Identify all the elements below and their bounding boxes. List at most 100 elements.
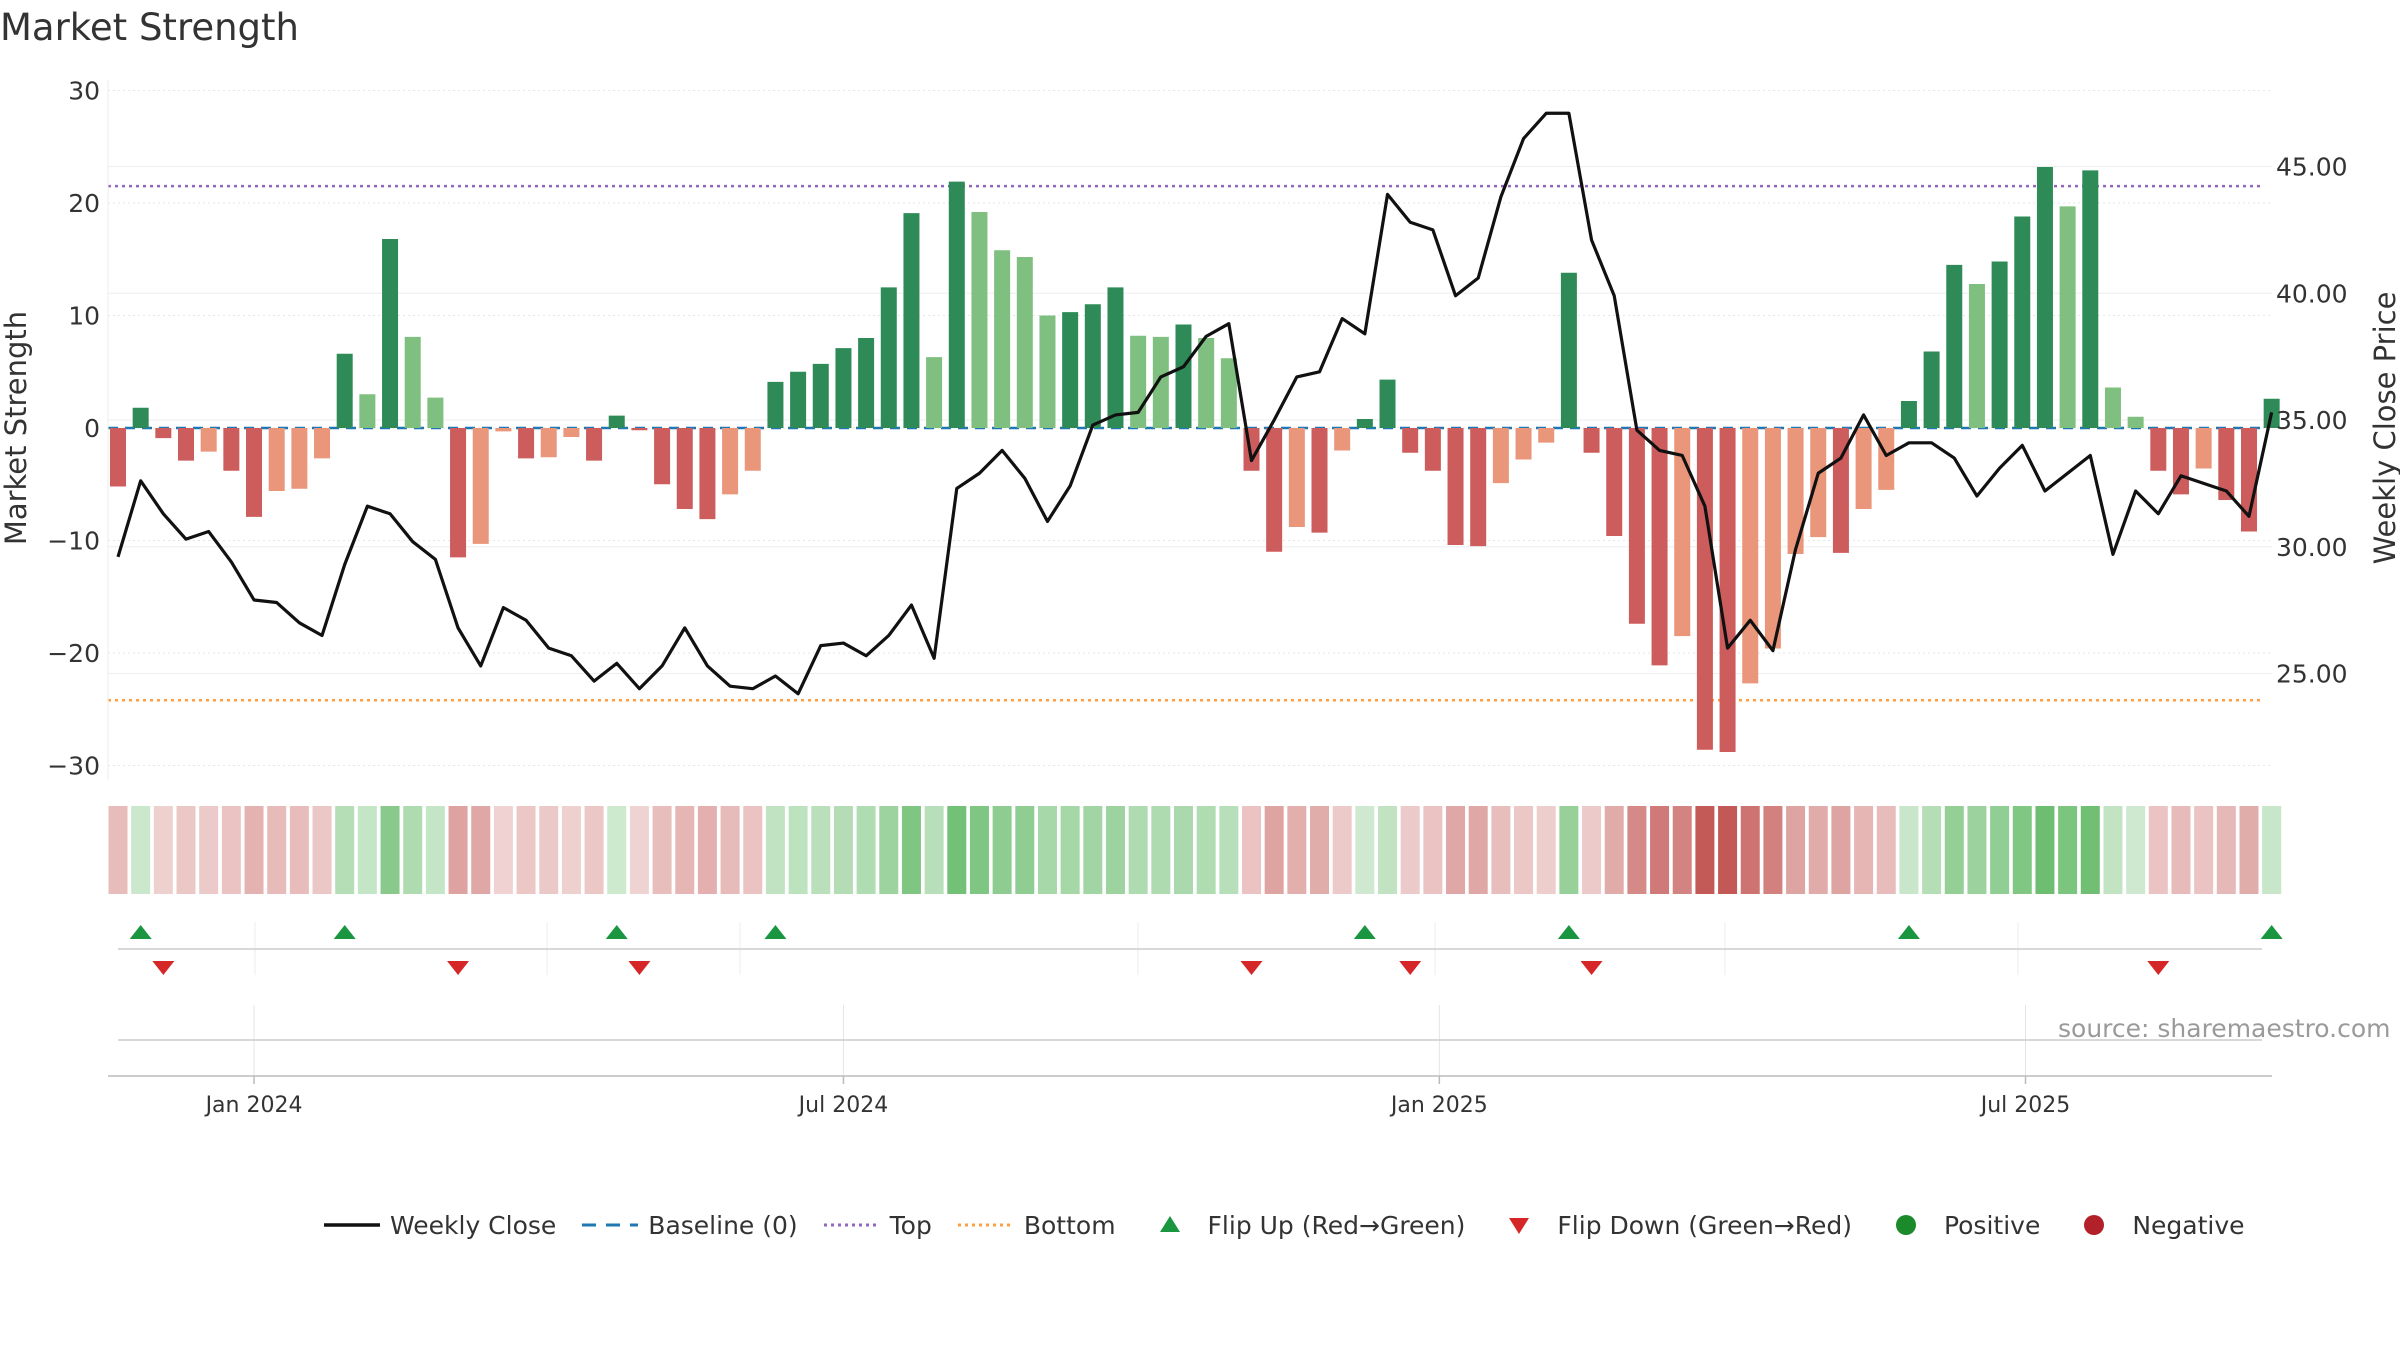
flip-down-marker (1580, 961, 1603, 975)
strength-bar (1606, 428, 1623, 536)
strength-bar (1878, 428, 1895, 490)
x-tick-label: Jan 2024 (204, 1093, 303, 1118)
flip-markers (118, 925, 2283, 975)
legend-symbol-icon (954, 1210, 1018, 1240)
heat-cell (924, 806, 944, 894)
flip-up-marker (1897, 925, 1920, 939)
strength-bar (1696, 428, 1713, 750)
heat-cell (1355, 806, 1375, 894)
strength-bar (676, 428, 693, 509)
flip-up-marker (1557, 925, 1580, 939)
legend-item: Top (820, 1210, 932, 1240)
strength-bar (1946, 264, 1963, 428)
strength-bar (880, 287, 897, 428)
heat-cell (1037, 806, 1057, 894)
strength-bar (1175, 324, 1192, 428)
heat-cell (607, 806, 627, 894)
strength-bar (1628, 428, 1645, 624)
heat-cell (1310, 806, 1330, 894)
x-tick-label: Jul 2025 (1979, 1093, 2071, 1118)
strength-bar (1152, 336, 1169, 428)
heat-cell (1060, 806, 1080, 894)
heat-cell (1468, 806, 1488, 894)
heat-cell (992, 806, 1012, 894)
heat-cell (1332, 806, 1352, 894)
grid-lines (108, 90, 2272, 1075)
legend-label: Top (889, 1210, 932, 1240)
strength-bar (563, 428, 580, 437)
heat-cell (312, 806, 332, 894)
heat-cell (652, 806, 672, 894)
heat-cell (1695, 806, 1715, 894)
strength-bar (2150, 428, 2167, 471)
heat-cell (1105, 806, 1125, 894)
y-tick-label: 10 (68, 302, 100, 331)
flip-up-marker (1353, 925, 1376, 939)
heat-cell (1423, 806, 1443, 894)
legend-item: Flip Up (Red→Green) (1138, 1210, 1465, 1240)
strength-bar (631, 428, 648, 431)
y2-tick-label: 45.00 (2276, 153, 2348, 182)
heat-cell (1944, 806, 1964, 894)
strength-bar (359, 394, 376, 428)
strength-bar (926, 357, 943, 428)
strength-bar (1968, 284, 1985, 428)
strength-bar (2127, 416, 2144, 428)
flip-down-marker (152, 961, 175, 975)
y-tick-label: −30 (47, 752, 100, 781)
heat-cell (1831, 806, 1851, 894)
y-tick-label: 0 (84, 414, 100, 443)
legend-label: Negative (2132, 1210, 2245, 1240)
y-axis-title: Market Strength (0, 311, 33, 545)
y-tick-label: −10 (47, 527, 100, 556)
heat-cell (765, 806, 785, 894)
y2-tick-label: 35.00 (2276, 406, 2348, 435)
strength-bar (699, 428, 716, 520)
heat-cell (2216, 806, 2236, 894)
y2-tick-label: 30.00 (2276, 533, 2348, 562)
strength-bar (1810, 428, 1827, 538)
strength-bar (1062, 312, 1079, 428)
strength-bar (314, 428, 331, 459)
strength-bar (1538, 428, 1555, 443)
heat-cell (2103, 806, 2123, 894)
heat-cell (1899, 806, 1919, 894)
strength-bar (722, 428, 739, 495)
heat-cell (743, 806, 763, 894)
strength-bar (2218, 428, 2235, 500)
flip-down-marker (2147, 961, 2170, 975)
strength-bar (1991, 261, 2008, 428)
strength-bar (450, 428, 467, 558)
strength-bar (790, 371, 807, 428)
heat-cell (629, 806, 649, 894)
legend-item: Flip Down (Green→Red) (1487, 1210, 1852, 1240)
heat-cell (879, 806, 899, 894)
strength-bar (586, 428, 603, 461)
heat-cell (1582, 806, 1602, 894)
heat-cell (1672, 806, 1692, 894)
strength-bar (268, 428, 285, 491)
legend-symbol-icon (1874, 1210, 1938, 1240)
y2-tick-label: 25.00 (2276, 660, 2348, 689)
heat-cell (1514, 806, 1534, 894)
flip-down-marker (628, 961, 651, 975)
chart-title: Market Strength (0, 6, 299, 49)
legend-item: Baseline (0) (578, 1210, 798, 1240)
legend-item: Positive (1874, 1210, 2040, 1240)
heat-cell (153, 806, 173, 894)
strength-bar (2195, 428, 2212, 469)
heat-cell (1015, 806, 1035, 894)
heat-cell (539, 806, 559, 894)
heat-cell (1151, 806, 1171, 894)
flip-down-marker (447, 961, 470, 975)
y-tick-label: −20 (47, 639, 100, 668)
heat-cell (199, 806, 219, 894)
strength-bar (1424, 428, 1441, 471)
flip-up-marker (2260, 925, 2283, 939)
strength-bar (971, 212, 988, 428)
heat-cell (403, 806, 423, 894)
strength-bar (1311, 428, 1328, 533)
heat-cell (1378, 806, 1398, 894)
strength-bar (132, 407, 149, 428)
strength-bar (1356, 419, 1373, 428)
